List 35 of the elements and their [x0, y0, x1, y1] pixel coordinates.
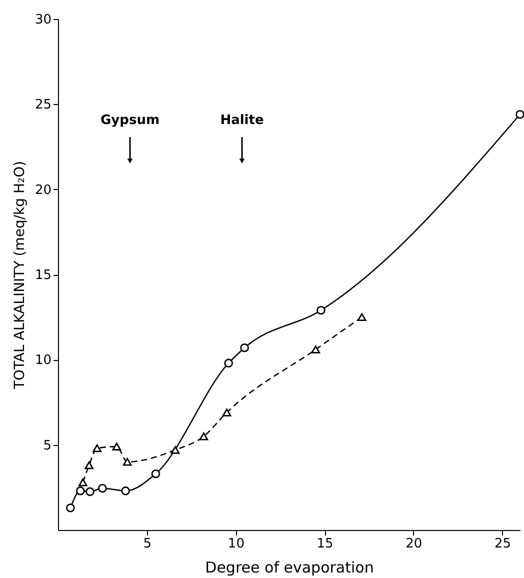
y-axis-title: TOTAL ALKALINITY (meq/kg H₂O) [12, 160, 28, 390]
point [92, 444, 102, 452]
point [240, 343, 249, 352]
x-tick-label: 5 [143, 536, 152, 552]
point [66, 503, 75, 512]
point [357, 313, 366, 321]
y-tick-label: 15 [34, 268, 52, 283]
point [84, 461, 94, 470]
y-tick-label: 5 [43, 438, 52, 454]
y-tick-label: 30 [34, 12, 52, 28]
x-axis-title: Degree of evaporation [205, 558, 374, 576]
y-tick-label: 20 [34, 182, 52, 198]
point [311, 346, 320, 354]
x-tick-label: 20 [406, 536, 422, 552]
point [121, 486, 130, 496]
point [78, 478, 88, 486]
point [151, 469, 160, 478]
point [98, 484, 107, 493]
point [224, 358, 233, 368]
x-tick-label: 10 [228, 536, 244, 552]
point [170, 446, 180, 454]
x-tick-label: 15 [316, 536, 334, 552]
point [122, 458, 132, 466]
point [316, 306, 326, 315]
point [199, 432, 208, 440]
point [86, 487, 94, 496]
x-tick-label: 25 [494, 536, 512, 552]
annotation: Halite [220, 113, 264, 128]
point [516, 110, 524, 119]
y-tick-label: 10 [34, 353, 52, 368]
point [112, 442, 122, 450]
annotation: Gypsum [100, 113, 160, 128]
point [76, 486, 85, 496]
y-tick-label: 25 [34, 98, 52, 113]
point [222, 408, 232, 416]
